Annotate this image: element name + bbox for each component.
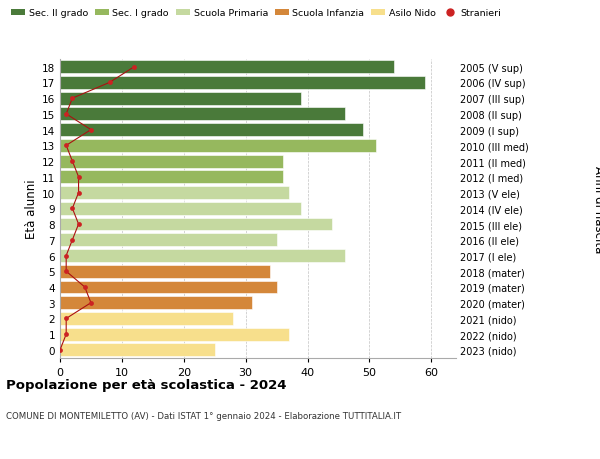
Bar: [60, 108, 344, 121]
Bar: [60, 281, 277, 294]
Text: Popolazione per età scolastica - 2024: Popolazione per età scolastica - 2024: [6, 379, 287, 392]
Point: [68, 158, 77, 165]
Bar: [60, 344, 215, 357]
Bar: [60, 61, 394, 74]
Bar: [60, 171, 283, 184]
Point: [86, 299, 96, 307]
Point: [130, 64, 139, 71]
Bar: [60, 202, 301, 215]
Legend: Sec. II grado, Sec. I grado, Scuola Primaria, Scuola Infanzia, Asilo Nido, Stran: Sec. II grado, Sec. I grado, Scuola Prim…: [11, 9, 501, 18]
Point: [105, 79, 115, 87]
Point: [61, 315, 71, 322]
Point: [74, 221, 83, 228]
Point: [80, 284, 89, 291]
Bar: [60, 92, 301, 106]
Bar: [60, 218, 332, 231]
Bar: [60, 250, 344, 263]
Point: [74, 190, 83, 197]
Point: [68, 236, 77, 244]
Point: [61, 111, 71, 118]
Bar: [60, 328, 289, 341]
Bar: [60, 234, 277, 246]
Bar: [60, 140, 376, 152]
Point: [86, 127, 96, 134]
Y-axis label: Anni di nascita: Anni di nascita: [592, 165, 600, 252]
Bar: [60, 77, 425, 90]
Y-axis label: Età alunni: Età alunni: [25, 179, 38, 239]
Bar: [60, 297, 252, 309]
Point: [68, 95, 77, 103]
Bar: [60, 124, 363, 137]
Point: [74, 174, 83, 181]
Point: [61, 252, 71, 260]
Bar: [60, 265, 271, 278]
Text: COMUNE DI MONTEMILETTO (AV) - Dati ISTAT 1° gennaio 2024 - Elaborazione TUTTITAL: COMUNE DI MONTEMILETTO (AV) - Dati ISTAT…: [6, 411, 401, 420]
Point: [61, 268, 71, 275]
Point: [61, 142, 71, 150]
Point: [55, 347, 65, 354]
Bar: [60, 187, 289, 200]
Bar: [60, 312, 233, 325]
Point: [61, 331, 71, 338]
Point: [68, 205, 77, 213]
Bar: [60, 155, 283, 168]
